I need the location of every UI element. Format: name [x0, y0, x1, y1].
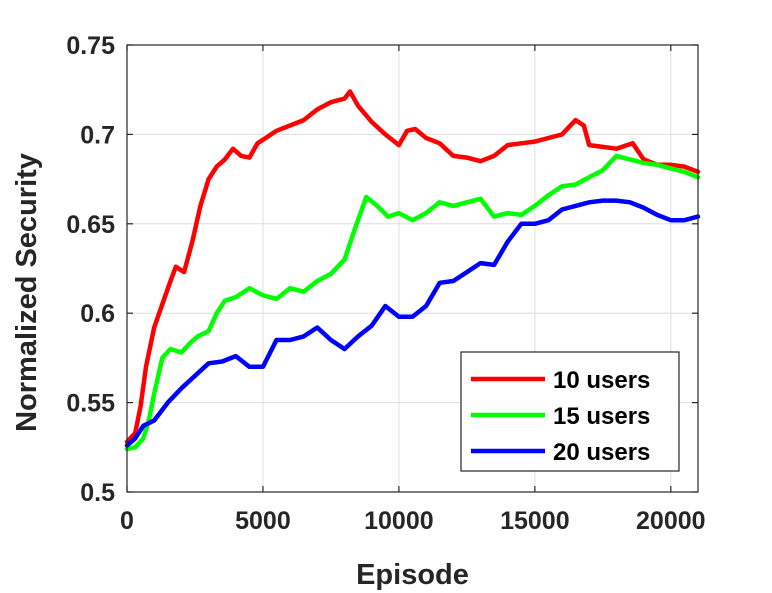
series-lines [124, 89, 701, 452]
y-tick-label: 0.75 [66, 32, 115, 60]
y-tick-label: 0.6 [80, 300, 115, 328]
y-tick-label: 0.7 [80, 121, 115, 149]
x-tick-label: 10000 [364, 507, 434, 535]
y-axis-title: Normalized Security [11, 153, 43, 432]
y-tick-label: 0.55 [66, 390, 115, 418]
x-axis-title: Episode [356, 559, 469, 591]
series-line-3 [124, 198, 701, 448]
y-tick-label: 0.5 [80, 479, 115, 507]
x-tick-label: 5000 [235, 507, 291, 535]
grid-lines [127, 45, 698, 492]
legend-label: 15 users [553, 403, 650, 430]
plot-area-frame [126, 44, 699, 493]
series-line-2 [124, 153, 701, 452]
x-tick-label: 20000 [636, 507, 706, 535]
legend: 10 users 15 users 20 users [460, 351, 680, 472]
x-tick-label: 0 [120, 507, 134, 535]
y-axis-ticks: 0.5 0.55 0.6 0.65 0.7 0.75 [66, 32, 698, 507]
series-line-1 [124, 89, 701, 445]
legend-label: 10 users [553, 367, 650, 394]
x-tick-label: 15000 [500, 507, 570, 535]
y-tick-label: 0.65 [66, 211, 115, 239]
x-axis-ticks: 0 5000 10000 15000 20000 [120, 45, 706, 535]
legend-label: 20 users [553, 439, 650, 466]
